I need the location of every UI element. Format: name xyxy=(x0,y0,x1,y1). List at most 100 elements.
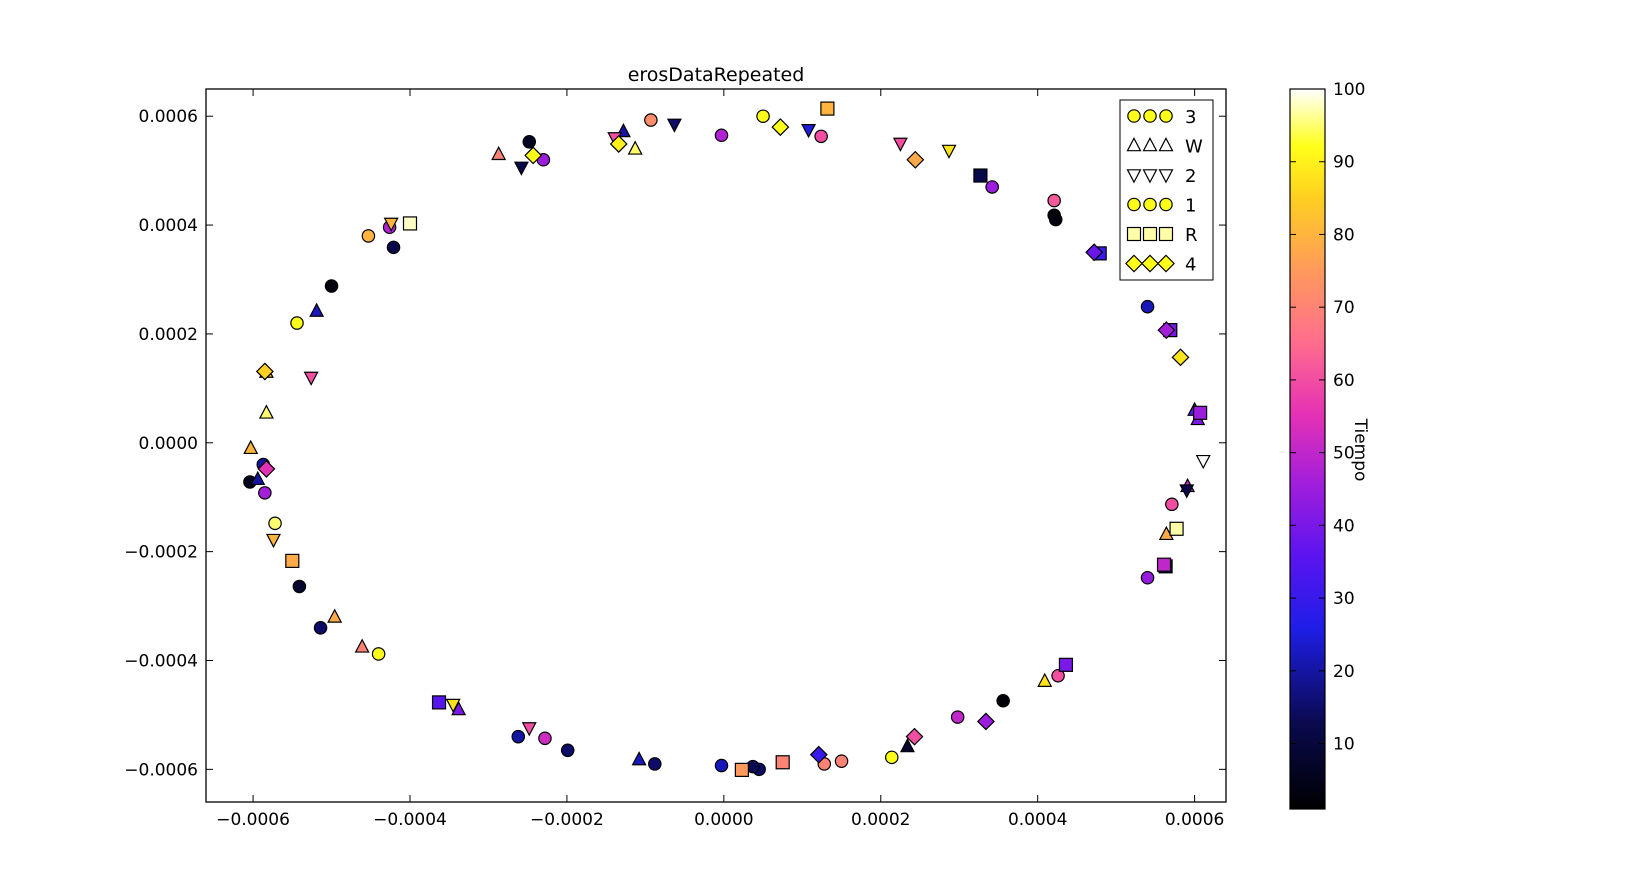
legend-marker xyxy=(1158,137,1174,152)
plot-frame xyxy=(205,88,1227,803)
legend-marker xyxy=(1159,197,1173,212)
series-W-point xyxy=(354,638,370,653)
y-tick-label: −0.0006 xyxy=(124,760,198,780)
series-3-point xyxy=(1140,570,1155,585)
series-3-point xyxy=(714,128,729,143)
series-3-point xyxy=(560,743,575,758)
series-4-point xyxy=(255,362,274,381)
series-3-point xyxy=(814,129,828,144)
series-1-point xyxy=(1047,193,1061,208)
series-4-point xyxy=(905,727,924,746)
series-4-point xyxy=(1085,243,1104,262)
series-2-point xyxy=(265,533,281,549)
y-tick-label: 0.0002 xyxy=(139,325,198,345)
x-tick-label: 0.0004 xyxy=(1008,810,1067,830)
series-3-point xyxy=(324,279,339,293)
series-W-point xyxy=(243,439,259,455)
series-2-point xyxy=(383,217,399,232)
series-W-point xyxy=(309,302,325,317)
series-2-point xyxy=(892,137,908,152)
colorbar-tick-label: 90 xyxy=(1333,153,1355,173)
colorbar-ticks: 10 20 30 40 50 60 70 80 90 100 xyxy=(1290,80,1365,755)
series-2-point xyxy=(521,722,537,737)
x-tick-label: −0.0006 xyxy=(216,810,290,830)
series-2-point xyxy=(801,124,817,139)
series-1-point xyxy=(361,229,376,243)
series-3-point xyxy=(996,693,1010,708)
series-W-point xyxy=(899,738,915,753)
series-3-point xyxy=(1048,212,1063,227)
series-3-point xyxy=(1165,497,1179,512)
series-3-point xyxy=(644,113,658,127)
colorbar-tick-label: 50 xyxy=(1333,444,1355,464)
legend-marker xyxy=(1126,169,1142,184)
series-3-point xyxy=(386,240,401,255)
colorbar-tick-label: 100 xyxy=(1333,80,1365,100)
legend-label: 2 xyxy=(1185,166,1196,187)
y-tick-label: 0.0000 xyxy=(139,434,198,454)
colorbar-tick-label: 70 xyxy=(1333,298,1355,318)
legend: 3 W 2 1 R 4 xyxy=(1119,99,1214,281)
x-tick-label: −0.0004 xyxy=(373,810,447,830)
series-3-point xyxy=(511,729,526,744)
legend-marker xyxy=(1142,137,1158,152)
series-1-point xyxy=(884,750,899,765)
legend-box xyxy=(1119,99,1214,281)
series-R-point xyxy=(1156,557,1172,572)
legend-marker xyxy=(1159,109,1173,123)
series-1-point xyxy=(290,316,304,330)
series-W-point xyxy=(327,608,343,623)
series-2-point xyxy=(941,144,957,159)
axis-ticks: −0.0006 −0.0004 −0.0002 0.0000 0.0002 0.0004 0… xyxy=(124,89,1226,830)
series-W-point xyxy=(627,140,643,155)
series-R-point xyxy=(1169,521,1184,536)
series-W-point xyxy=(1037,672,1053,687)
y-tick-label: 0.0004 xyxy=(139,216,198,236)
legend-marker xyxy=(1141,254,1159,273)
series-3-point xyxy=(1140,299,1155,314)
series-3-point xyxy=(258,486,272,500)
series-R-point xyxy=(1193,405,1208,420)
series-R-point xyxy=(285,553,300,568)
series-W-point xyxy=(491,145,507,161)
colorbar-tick-label: 10 xyxy=(1333,735,1355,755)
series-3-point xyxy=(648,757,662,771)
legend-marker xyxy=(1158,226,1174,242)
legend-label: 3 xyxy=(1185,107,1196,128)
legend-label: R xyxy=(1185,225,1198,246)
colorbar-gradient xyxy=(1289,88,1326,810)
legend-label: 1 xyxy=(1185,196,1196,217)
series-4-point xyxy=(771,118,790,137)
legend-marker xyxy=(1143,197,1157,212)
series-3-point xyxy=(950,710,965,724)
series-4-point xyxy=(976,712,995,731)
colorbar-tick-label: 60 xyxy=(1333,371,1355,391)
series-4-point xyxy=(1157,321,1176,340)
series-W-point xyxy=(258,404,274,419)
series-3-point xyxy=(985,180,999,194)
series-3-point xyxy=(834,754,849,768)
legend-label: W xyxy=(1185,137,1203,158)
legend-marker xyxy=(1126,226,1142,242)
legend-marker xyxy=(1127,109,1141,123)
series-R-point xyxy=(734,762,749,777)
series-R-point xyxy=(1058,657,1074,672)
series-R-point xyxy=(820,101,835,116)
series-2-point xyxy=(445,698,461,714)
series-3-point xyxy=(714,758,729,773)
series-4-point xyxy=(1171,348,1190,367)
series-R-point xyxy=(973,168,988,183)
x-tick-label: 0.0006 xyxy=(1165,810,1224,830)
x-tick-label: −0.0002 xyxy=(530,810,604,830)
series-4-point xyxy=(809,745,828,764)
series-3-point xyxy=(313,621,328,635)
legend-marker xyxy=(1125,254,1143,273)
colorbar-tick-label: 20 xyxy=(1333,662,1355,682)
colorbar: 10 20 30 40 50 60 70 80 90 100 Tiempo xyxy=(1289,80,1370,810)
series-R-point xyxy=(431,695,447,710)
legend-marker xyxy=(1126,137,1142,152)
colorbar-tick-label: 30 xyxy=(1333,589,1355,609)
chart-title: erosDataRepeated xyxy=(628,64,805,86)
legend-marker xyxy=(1157,254,1175,273)
